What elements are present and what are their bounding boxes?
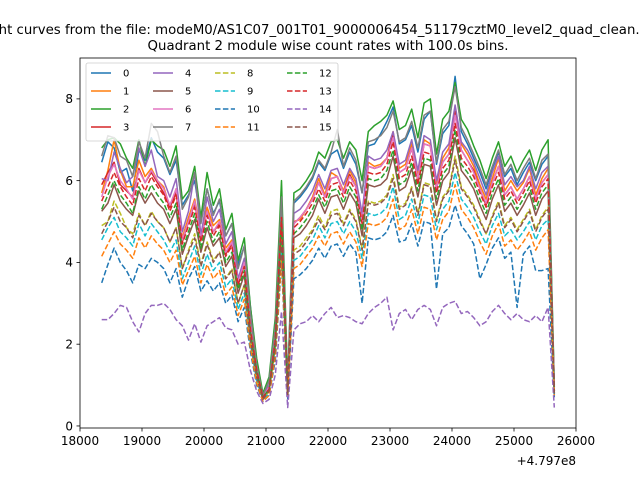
series-line-8 bbox=[101, 155, 556, 401]
legend-label-7: 7 bbox=[185, 123, 191, 134]
x-tick-label: 20000 bbox=[185, 434, 223, 448]
y-tick-label: 0 bbox=[65, 419, 73, 433]
legend-label-2: 2 bbox=[123, 105, 129, 116]
y-tick-label: 2 bbox=[65, 337, 73, 351]
series-line-15 bbox=[101, 159, 556, 401]
x-tick-label: 18000 bbox=[61, 434, 99, 448]
series-line-4 bbox=[101, 104, 556, 397]
legend-label-5: 5 bbox=[185, 87, 191, 98]
series-line-9 bbox=[101, 171, 556, 401]
y-tick-label: 8 bbox=[65, 92, 73, 106]
series-line-11 bbox=[101, 183, 556, 403]
series-line-13 bbox=[101, 122, 556, 399]
legend-label-4: 4 bbox=[185, 69, 191, 80]
x-tick-label: 19000 bbox=[123, 434, 161, 448]
chart-title: Quadrant 2 module wise count rates with … bbox=[148, 39, 509, 54]
legend-label-12: 12 bbox=[319, 69, 332, 80]
legend-box bbox=[85, 62, 339, 142]
series-line-5 bbox=[101, 136, 556, 399]
legend-label-6: 6 bbox=[185, 105, 191, 116]
legend-label-15: 15 bbox=[319, 123, 332, 134]
x-tick-label: 25000 bbox=[495, 434, 533, 448]
y-tick-label: 6 bbox=[65, 174, 73, 188]
legend-label-14: 14 bbox=[319, 105, 332, 116]
legend-label-0: 0 bbox=[123, 69, 129, 80]
figure-suptitle: Light curves from the file: modeM0/AS1C0… bbox=[0, 23, 640, 38]
legend-label-3: 3 bbox=[123, 123, 129, 134]
legend-label-1: 1 bbox=[123, 87, 129, 98]
legend-label-8: 8 bbox=[247, 69, 253, 80]
x-offset-label: +4.797e8 bbox=[517, 454, 576, 468]
legend-label-13: 13 bbox=[319, 87, 332, 98]
plot-area: 18000 19000 20000 21000 22000 23000 24000 25000… bbox=[61, 57, 595, 468]
series-line-14 bbox=[101, 296, 556, 409]
x-axis: 18000 19000 20000 21000 22000 23000 24000 25000… bbox=[61, 428, 595, 448]
x-tick-label: 26000 bbox=[557, 434, 595, 448]
legend-label-9: 9 bbox=[247, 87, 253, 98]
series-line-7 bbox=[100, 85, 556, 397]
y-axis: 0 2 4 6 8 bbox=[65, 92, 80, 433]
legend-label-11: 11 bbox=[247, 123, 260, 134]
series-layer bbox=[100, 75, 556, 409]
x-tick-label: 23000 bbox=[371, 434, 409, 448]
x-tick-label: 21000 bbox=[247, 434, 285, 448]
legend-label-10: 10 bbox=[247, 105, 260, 116]
series-line-10 bbox=[100, 204, 556, 403]
x-tick-label: 24000 bbox=[433, 434, 471, 448]
x-tick-label: 22000 bbox=[309, 434, 347, 448]
series-line-2 bbox=[101, 81, 556, 394]
y-tick-label: 4 bbox=[65, 256, 73, 270]
series-line-12 bbox=[101, 128, 556, 399]
